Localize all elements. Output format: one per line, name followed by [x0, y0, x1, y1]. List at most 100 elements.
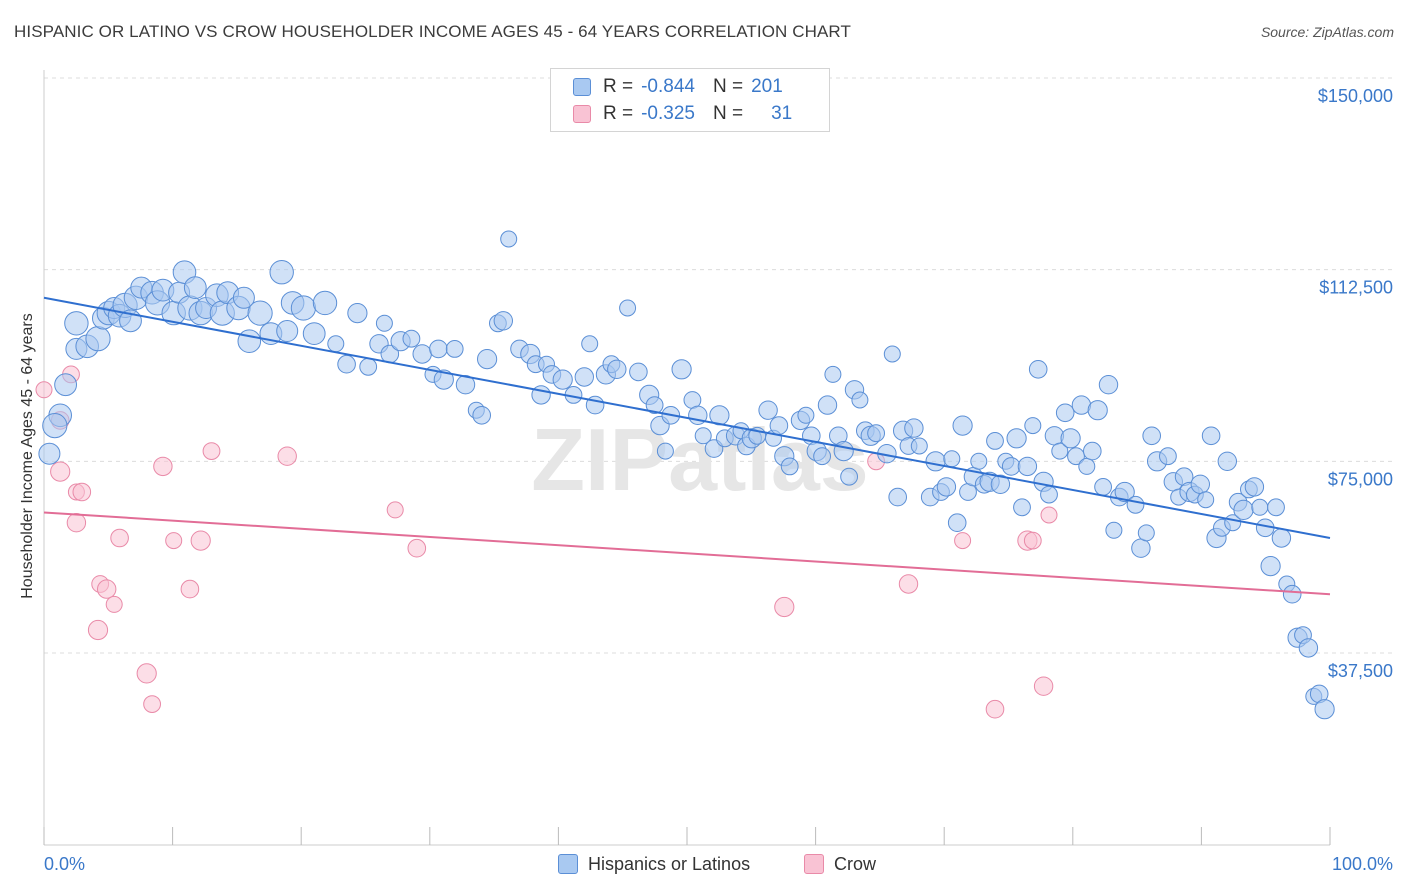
hispanic-point: [1267, 498, 1285, 517]
hispanic-point: [359, 357, 378, 376]
legend-n-label: N =: [712, 76, 744, 97]
hispanic-point: [1131, 538, 1151, 558]
hispanic-point: [671, 359, 692, 380]
crow-point: [985, 699, 1005, 719]
crow-point: [35, 381, 53, 399]
x-tick-label-min: 0.0%: [44, 854, 85, 874]
hispanic-point: [54, 373, 77, 397]
grid-lines: [44, 77, 1395, 654]
y-tick-label: $37,500: [1328, 661, 1393, 681]
crow-point: [386, 501, 404, 519]
hispanic-point: [817, 395, 838, 415]
hispanic-point: [472, 406, 492, 425]
legend-row-hispanic: R = -0.844 N = 201: [573, 75, 783, 99]
hispanic-point: [1060, 428, 1081, 449]
hispanic-point: [904, 418, 924, 438]
hispanic-point: [1271, 528, 1292, 548]
hispanic-point: [1159, 447, 1177, 466]
hispanic-point: [833, 441, 854, 462]
hispanic-point: [851, 391, 869, 409]
hispanic-point: [1298, 638, 1319, 658]
legend-swatch-hispanic: [573, 78, 591, 96]
trend-lines: [43, 296, 1331, 596]
crow-point: [190, 530, 211, 551]
hispanic-point: [276, 320, 299, 342]
hispanic-point: [780, 457, 799, 476]
hispanic-point: [1142, 426, 1161, 446]
hispanic-point: [1114, 481, 1135, 503]
legend-n-value: 201: [751, 76, 783, 97]
hispanic-point: [1260, 556, 1281, 577]
hispanic-point: [694, 427, 712, 445]
hispanic-point: [290, 295, 316, 321]
hispanic-point: [1105, 521, 1123, 539]
hispanic-point: [493, 311, 513, 331]
legend-r-value: -0.844: [641, 76, 695, 97]
crow-point: [277, 446, 297, 466]
hispanic-point: [1098, 375, 1119, 395]
crow-point: [202, 442, 221, 461]
hispanic-point: [1083, 441, 1102, 461]
hispanic-point: [883, 345, 901, 363]
hispanic-point: [552, 369, 573, 390]
hispanic-point: [302, 322, 326, 346]
hispanic-point: [1244, 477, 1265, 497]
hispanic-point: [375, 314, 393, 332]
hispanic-point: [758, 400, 778, 420]
hispanic-point: [910, 437, 928, 455]
hispanic-point: [1233, 499, 1254, 520]
legend-n-value: 31: [771, 103, 793, 124]
hispanic-point: [327, 335, 345, 353]
hispanic-point: [1013, 498, 1031, 517]
crow-point: [898, 574, 919, 594]
hispanic-point: [840, 467, 858, 486]
hispanic-point: [1055, 403, 1075, 423]
hispanic-point: [237, 329, 262, 354]
crow-point: [66, 513, 87, 533]
hispanic-point: [85, 326, 111, 352]
hispanic-point: [619, 299, 637, 317]
y-tick-label: $150,000: [1318, 86, 1393, 106]
hispanic-point: [574, 367, 594, 387]
crow-point: [50, 461, 71, 482]
hispanic-point: [1190, 474, 1211, 494]
hispanic-point: [38, 442, 61, 465]
hispanic-point: [433, 369, 454, 390]
crow-point: [954, 532, 972, 550]
hispanic-point: [645, 396, 664, 415]
crow-point: [97, 579, 117, 599]
y-tick-label: $75,000: [1328, 469, 1393, 489]
hispanic-point: [1251, 498, 1269, 516]
hispanic-point: [1126, 495, 1145, 514]
y-tick-labels: $37,500 $75,000 $112,500 $150,000: [1318, 86, 1393, 681]
bottom-legend-hispanic: Hispanics or Latinos: [558, 852, 750, 876]
y-axis-label: Householder Income Ages 45 - 64 years: [19, 313, 36, 599]
crow-point: [105, 595, 123, 613]
hispanic-point: [1017, 456, 1038, 477]
hispanic-point: [42, 413, 68, 439]
hispanic-point: [990, 474, 1011, 494]
hispanic-point: [1001, 457, 1021, 476]
hispanic-point: [936, 477, 957, 497]
hispanic-point: [986, 432, 1004, 450]
bottom-legend-label-crow: Crow: [834, 853, 877, 874]
hispanic-point: [797, 406, 815, 424]
hispanic-point: [970, 452, 988, 470]
correlation-legend: R = -0.844 N = 201 R = -0.325 N = 31: [550, 68, 830, 132]
y-tick-label: $112,500: [1319, 278, 1393, 298]
hispanic-point: [1078, 457, 1096, 475]
hispanic-point: [769, 416, 789, 435]
hispanic-point: [1217, 451, 1238, 471]
crow-point: [143, 695, 162, 713]
crow-point: [407, 538, 427, 558]
bottom-legend-label-hispanic: Hispanics or Latinos: [588, 853, 751, 874]
hispanic-point: [1040, 485, 1058, 504]
source-label: Source: ZipAtlas.com: [1260, 24, 1394, 40]
crow-point: [1040, 506, 1058, 524]
hispanic-point: [402, 329, 421, 348]
legend-n-label: N =: [712, 103, 744, 124]
hispanic-point: [347, 303, 368, 324]
x-tick-label-max: 100.0%: [1332, 854, 1393, 874]
hispanic-point: [1094, 478, 1112, 496]
crow-point: [1023, 531, 1042, 550]
